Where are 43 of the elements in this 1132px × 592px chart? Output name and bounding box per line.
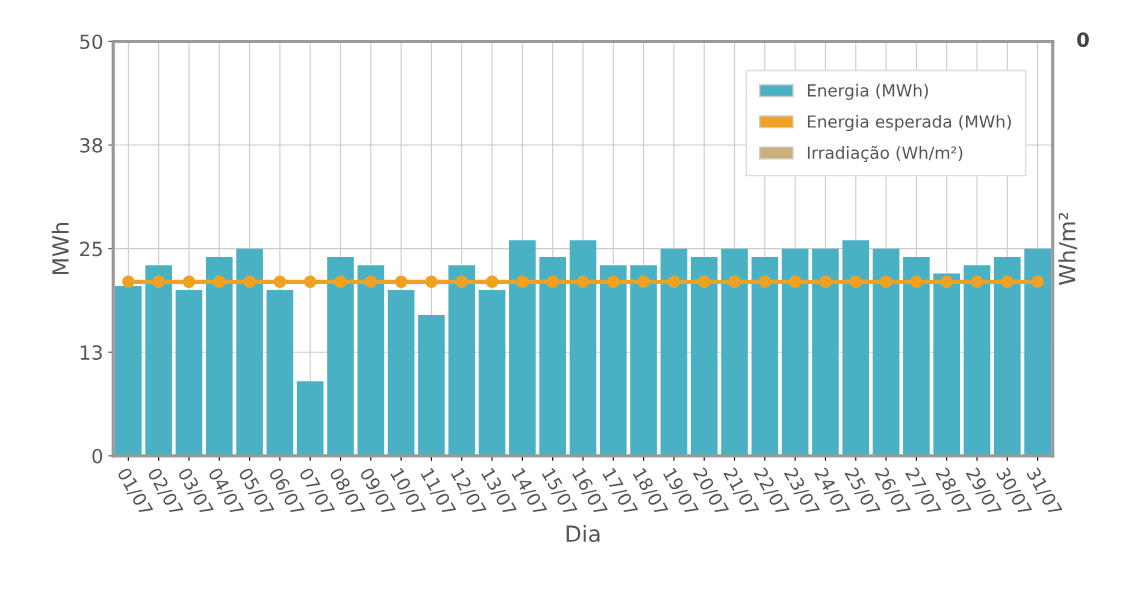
y-tick-label: 38: [80, 138, 103, 153]
y-axis-title: MWh: [51, 222, 69, 275]
bar: [781, 248, 809, 456]
bar: [660, 248, 688, 456]
bar: [509, 240, 536, 456]
legend-label: Energia (MWh): [807, 83, 928, 100]
bar: [387, 290, 415, 456]
y-tick-label: 25: [80, 241, 102, 257]
x-axis-title: Dia: [566, 524, 600, 543]
bar: [236, 248, 263, 456]
legend-label: Energia esperada (MWh): [807, 114, 1011, 132]
bar: [296, 381, 324, 456]
bar: [539, 256, 567, 456]
bar: [690, 256, 718, 456]
bar: [751, 256, 779, 456]
bar: [357, 265, 385, 456]
y-tick-label: 0: [92, 448, 103, 464]
bar: [630, 265, 657, 456]
bar: [842, 240, 870, 456]
bar: [963, 265, 991, 456]
bar: [872, 248, 900, 456]
bar: [599, 265, 627, 456]
bar: [145, 265, 172, 456]
y-tick-label: 13: [80, 345, 102, 360]
y-tick-label: 50: [80, 34, 103, 50]
bar: [721, 248, 748, 456]
bar: [1024, 248, 1051, 456]
bar: [175, 290, 203, 456]
text: 0: [1077, 32, 1089, 48]
bar: [812, 248, 839, 456]
bar: [418, 314, 445, 456]
bar: [478, 290, 506, 456]
bar: [993, 256, 1021, 456]
legend-label: Irradiação (Wh/m²): [807, 145, 963, 162]
bar: [266, 290, 294, 456]
bar: [448, 265, 476, 456]
bar: [903, 256, 930, 456]
bar: [205, 256, 233, 456]
y2-axis-title: Wh/m²: [1058, 212, 1078, 285]
bar: [933, 273, 961, 456]
bar: [115, 285, 142, 456]
bar: [569, 240, 597, 456]
bar: [327, 256, 354, 456]
